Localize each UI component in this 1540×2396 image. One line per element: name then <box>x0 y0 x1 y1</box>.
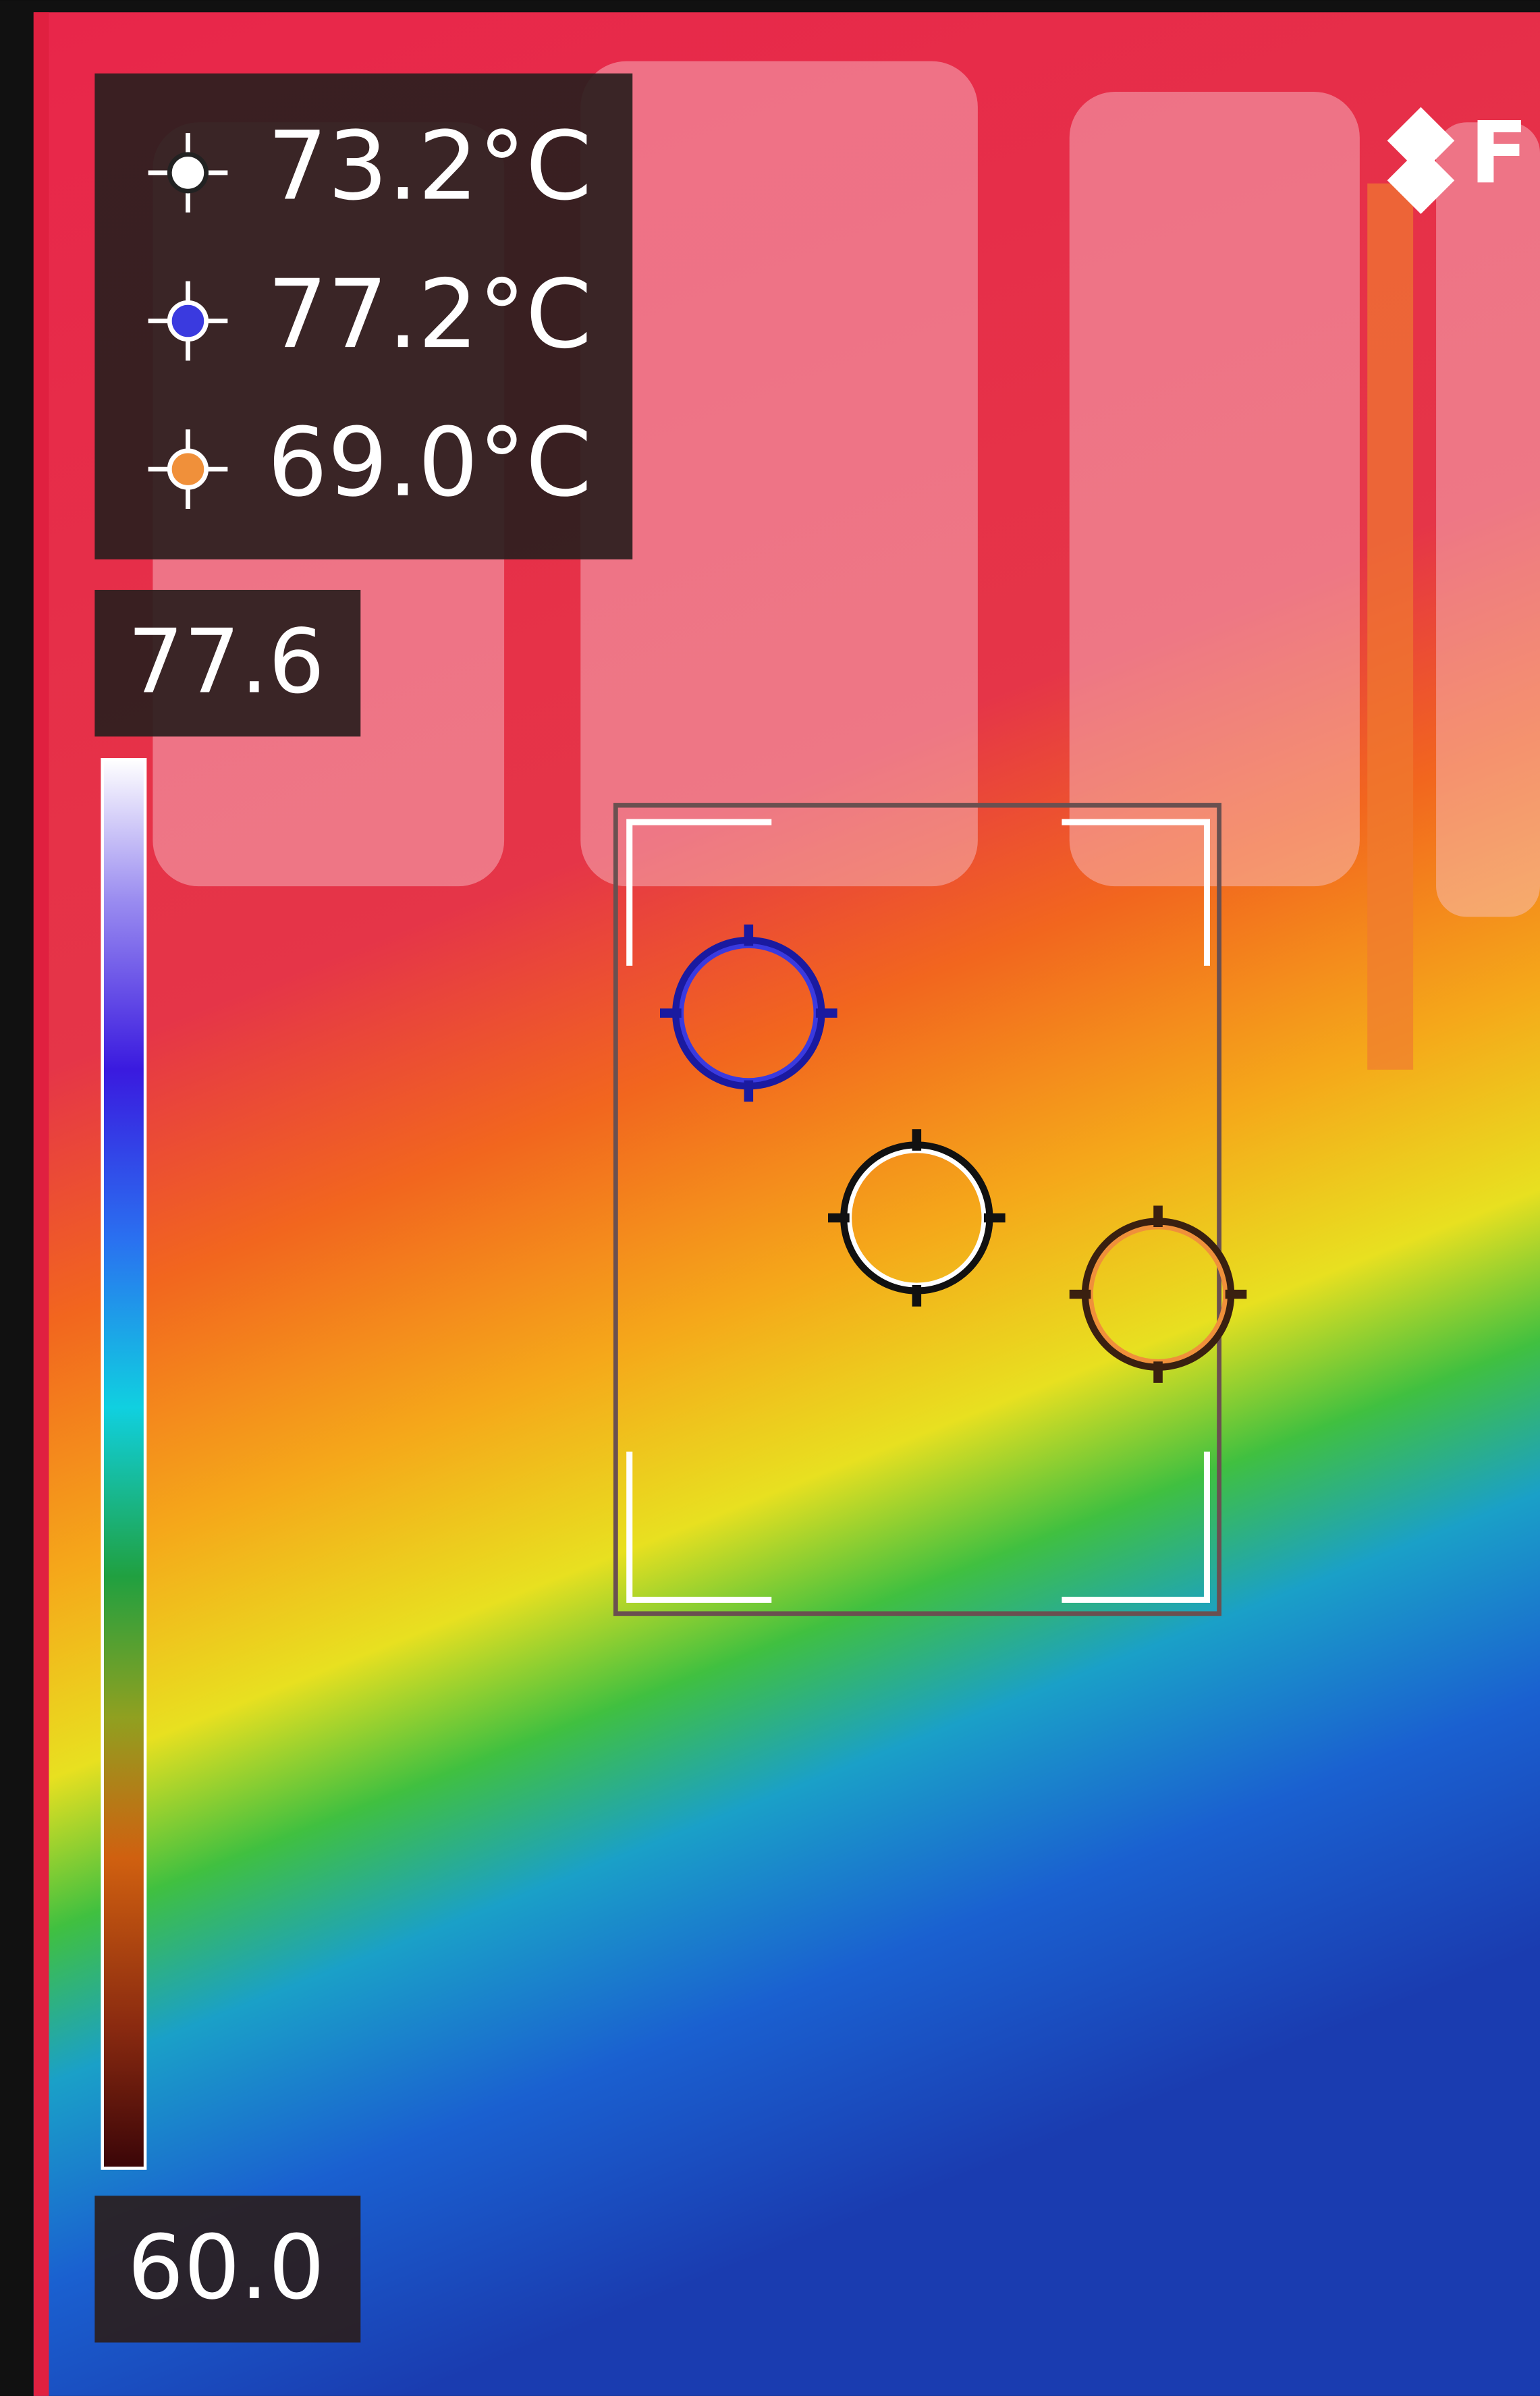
measure-box <box>613 802 1221 1616</box>
reading-icon-dot <box>167 448 209 490</box>
spot <box>828 1129 1006 1307</box>
brand-logo: F <box>1387 103 1529 215</box>
reading-value: 73.2°C <box>267 111 592 221</box>
brand: F <box>1470 103 1529 202</box>
spot <box>660 924 837 1102</box>
measure-brackets <box>626 819 1210 1603</box>
spot-ticks <box>828 1129 1006 1307</box>
scale-max: 77.6 <box>128 610 325 713</box>
reading-icon-dot <box>167 152 209 194</box>
reading-row: 77.2°C <box>148 260 592 370</box>
reading-value: 77.2°C <box>267 260 592 370</box>
scale-min: 60.0 <box>128 2216 325 2319</box>
pole <box>1367 183 1414 1070</box>
edge <box>33 12 49 2396</box>
spot <box>1069 1205 1247 1383</box>
reading-value: 69.0°C <box>267 408 592 518</box>
reading-row: 69.0°C <box>148 408 592 518</box>
palette-bar <box>101 758 147 2170</box>
spot-ticks <box>1069 1205 1247 1383</box>
scale-max-box <box>94 589 361 737</box>
spot-ticks <box>660 924 837 1102</box>
spot-markers <box>660 924 1247 1383</box>
scale-min-box <box>94 2196 361 2343</box>
reading-row: 73.2°C <box>148 111 592 222</box>
reading-icon-dot <box>167 300 209 342</box>
readings-list: 73.2°C 77.2°C 69.0°C <box>148 111 592 518</box>
